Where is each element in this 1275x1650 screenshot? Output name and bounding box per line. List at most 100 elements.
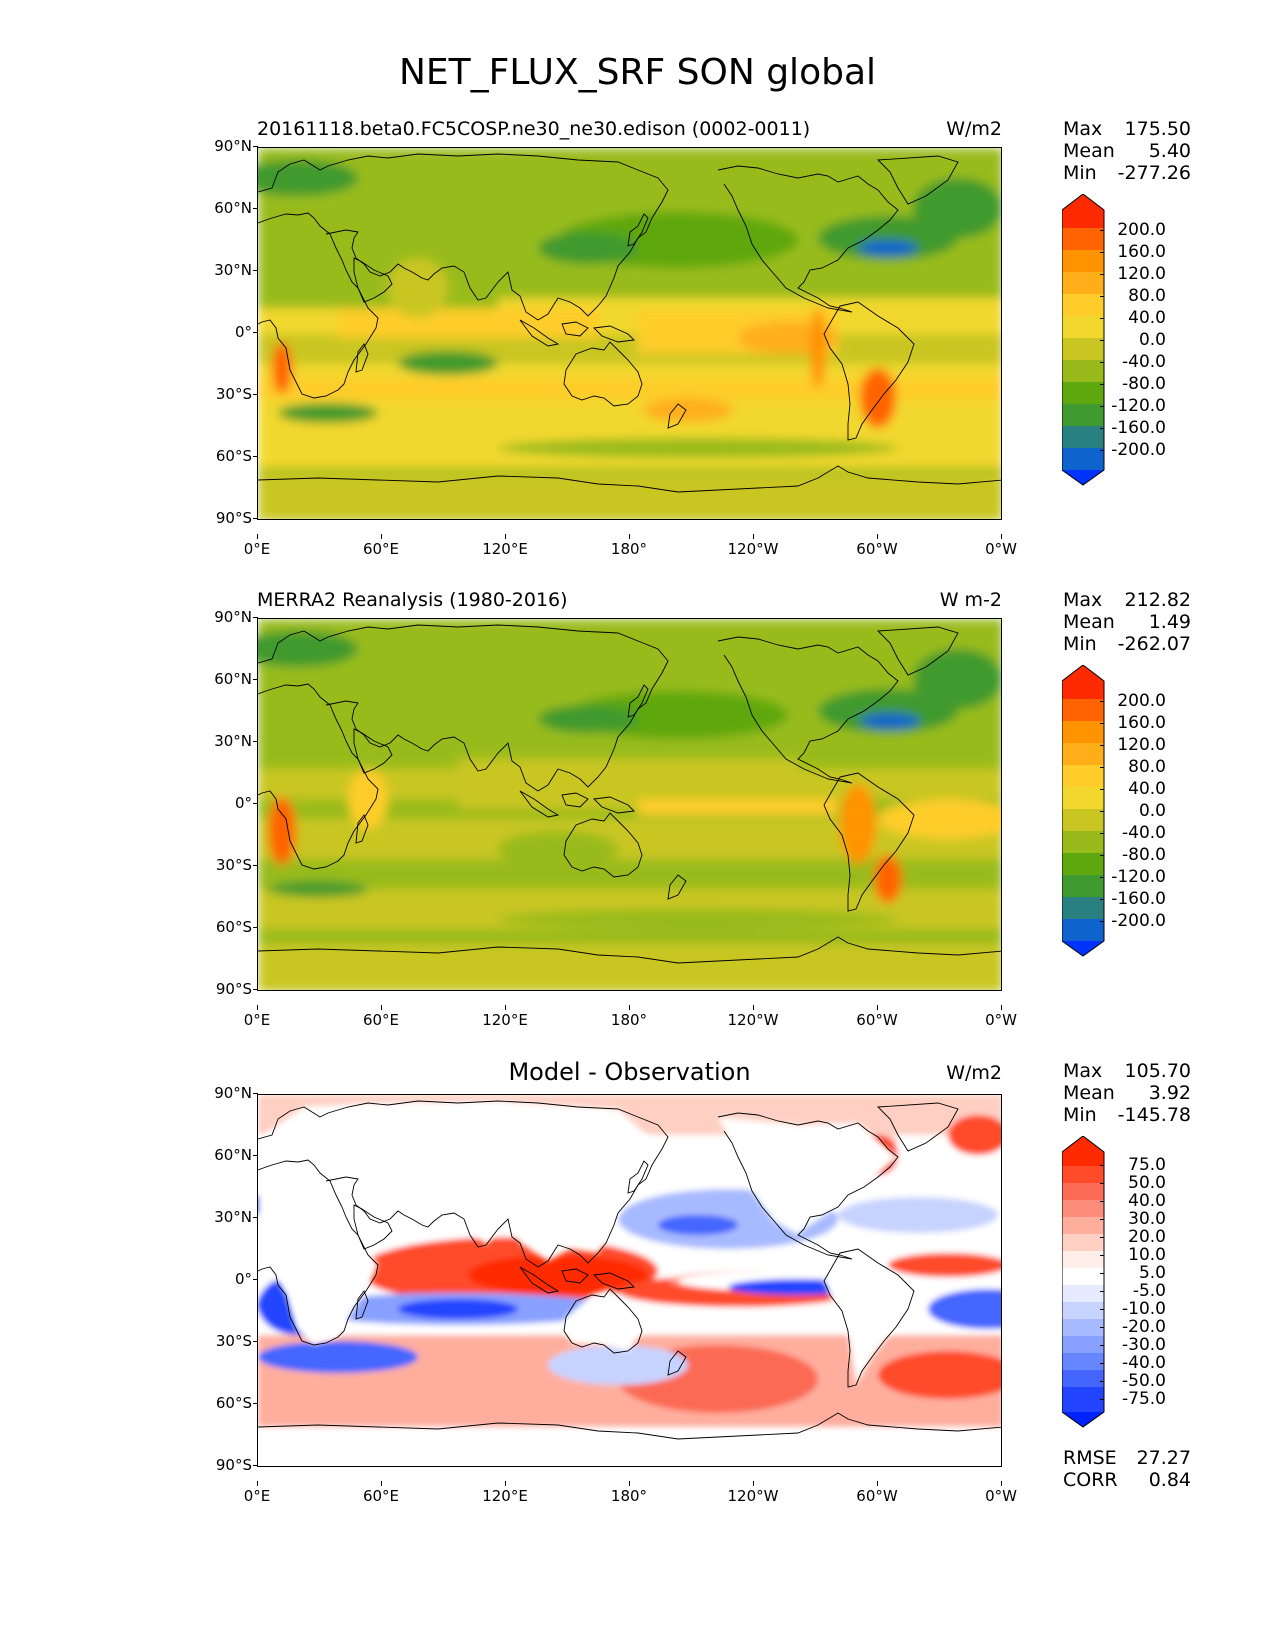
colorbar-label: 0.0 [1100, 332, 1166, 349]
lat-tick: 30°S [182, 385, 258, 403]
lon-tick: 120°W [723, 1005, 783, 1029]
stat-label: Min [1063, 633, 1097, 655]
lon-tick: 60°E [351, 534, 411, 558]
stat-value: 0.84 [1148, 1469, 1191, 1491]
colorbar-label: -20.0 [1100, 1319, 1166, 1336]
lat-tick: 30°N [182, 1208, 258, 1226]
colorbar-label: -200.0 [1100, 442, 1166, 459]
lon-tick: 60°W [847, 1005, 907, 1029]
colorbar-label: 0.0 [1100, 803, 1166, 820]
colorbar-label: 160.0 [1100, 715, 1166, 732]
colorbar-label: 120.0 [1100, 737, 1166, 754]
lat-tick: 60°S [182, 447, 258, 465]
figure-title: NET_FLUX_SRF SON global [398, 52, 877, 93]
colorbar [1062, 665, 1105, 957]
panel-difference: Model - Observation W/m2 [0, 1052, 1275, 1505]
colorbar-label: 40.0 [1100, 781, 1166, 798]
colorbar-label: 200.0 [1100, 222, 1166, 239]
lat-tick: 60°N [182, 199, 258, 217]
lon-tick: 0°E [227, 534, 287, 558]
panel-units: W/m2 [946, 1062, 1002, 1084]
panel-model: 20161118.beta0.FC5COSP.ne30_ne30.edison … [0, 110, 1275, 558]
lat-tick: 60°N [182, 1146, 258, 1164]
colorbar-label: 80.0 [1100, 288, 1166, 305]
stat-label: Max [1063, 118, 1103, 140]
stat-label: CORR [1063, 1469, 1118, 1491]
colorbar-label: 200.0 [1100, 693, 1166, 710]
colorbar-label: -80.0 [1100, 376, 1166, 393]
map-plot [257, 618, 1002, 991]
error-stats-box: RMSE 27.27 CORR 0.84 [1063, 1447, 1191, 1491]
lat-tick: 90°N [182, 608, 258, 626]
stat-value: 175.50 [1124, 118, 1191, 140]
lon-tick: 0°W [971, 1481, 1031, 1505]
stat-value: 27.27 [1136, 1447, 1191, 1469]
lon-tick: 0°W [971, 1005, 1031, 1029]
stat-label: Min [1063, 1104, 1097, 1126]
lat-tick: 30°S [182, 1332, 258, 1350]
lon-tick: 60°W [847, 534, 907, 558]
lat-tick: 0° [182, 1270, 258, 1288]
panel-units: W/m2 [946, 118, 1002, 140]
stat-value: 5.40 [1148, 140, 1191, 162]
panel-title: MERRA2 Reanalysis (1980-2016) [257, 589, 568, 611]
lat-tick: 60°N [182, 670, 258, 688]
colorbar-label: -5.0 [1100, 1283, 1166, 1300]
lon-tick: 120°W [723, 1481, 783, 1505]
stat-label: Min [1063, 162, 1097, 184]
lon-tick: 120°E [475, 1005, 535, 1029]
lon-tick: 60°E [351, 1005, 411, 1029]
stat-label: RMSE [1063, 1447, 1117, 1469]
stat-value: -277.26 [1117, 162, 1191, 184]
map-plot [257, 1094, 1002, 1467]
lat-tick: 0° [182, 794, 258, 812]
colorbar [1062, 1136, 1105, 1428]
lat-tick: 90°N [182, 1084, 258, 1102]
lon-tick: 0°E [227, 1005, 287, 1029]
colorbar-label: 40.0 [1100, 1193, 1166, 1210]
stat-label: Mean [1063, 1082, 1115, 1104]
lon-tick: 120°W [723, 534, 783, 558]
stat-label: Max [1063, 589, 1103, 611]
stat-label: Max [1063, 1060, 1103, 1082]
lat-tick: 60°S [182, 918, 258, 936]
colorbar-label: -80.0 [1100, 847, 1166, 864]
colorbar-label: 10.0 [1100, 1247, 1166, 1264]
stats-box: Max 105.70 Mean 3.92 Min -145.78 [1063, 1060, 1191, 1126]
colorbar-label: 160.0 [1100, 244, 1166, 261]
stat-value: -262.07 [1117, 633, 1191, 655]
colorbar-label: 40.0 [1100, 310, 1166, 327]
stat-value: 105.70 [1124, 1060, 1191, 1082]
stats-box: Max 175.50 Mean 5.40 Min -277.26 [1063, 118, 1191, 184]
colorbar-label: -10.0 [1100, 1301, 1166, 1318]
lon-tick: 60°W [847, 1481, 907, 1505]
panel-units: W m-2 [939, 589, 1002, 611]
stat-value: 212.82 [1124, 589, 1191, 611]
colorbar-label: -50.0 [1100, 1373, 1166, 1390]
lon-tick: 120°E [475, 534, 535, 558]
map-plot [257, 147, 1002, 520]
lon-tick: 180° [599, 1481, 659, 1505]
stats-box: Max 212.82 Mean 1.49 Min -262.07 [1063, 589, 1191, 655]
stat-value: 3.92 [1148, 1082, 1191, 1104]
lon-tick: 120°E [475, 1481, 535, 1505]
lat-tick: 90°S [182, 1456, 258, 1474]
lat-tick: 90°N [182, 137, 258, 155]
panel-title: Model - Observation [508, 1058, 751, 1086]
lat-tick: 30°N [182, 732, 258, 750]
lon-tick: 0°W [971, 534, 1031, 558]
colorbar-label: 50.0 [1100, 1175, 1166, 1192]
stat-label: Mean [1063, 611, 1115, 633]
stat-label: Mean [1063, 140, 1115, 162]
colorbar-label: 20.0 [1100, 1229, 1166, 1246]
colorbar-label: -40.0 [1100, 1355, 1166, 1372]
colorbar-label: -40.0 [1100, 825, 1166, 842]
lat-tick: 0° [182, 323, 258, 341]
lat-tick: 30°S [182, 856, 258, 874]
colorbar-label: -200.0 [1100, 913, 1166, 930]
panel-observation: MERRA2 Reanalysis (1980-2016) W m-2 [0, 581, 1275, 1029]
colorbar-label: -160.0 [1100, 420, 1166, 437]
lat-tick: 90°S [182, 980, 258, 998]
colorbar [1062, 194, 1105, 486]
lat-tick: 60°S [182, 1394, 258, 1412]
